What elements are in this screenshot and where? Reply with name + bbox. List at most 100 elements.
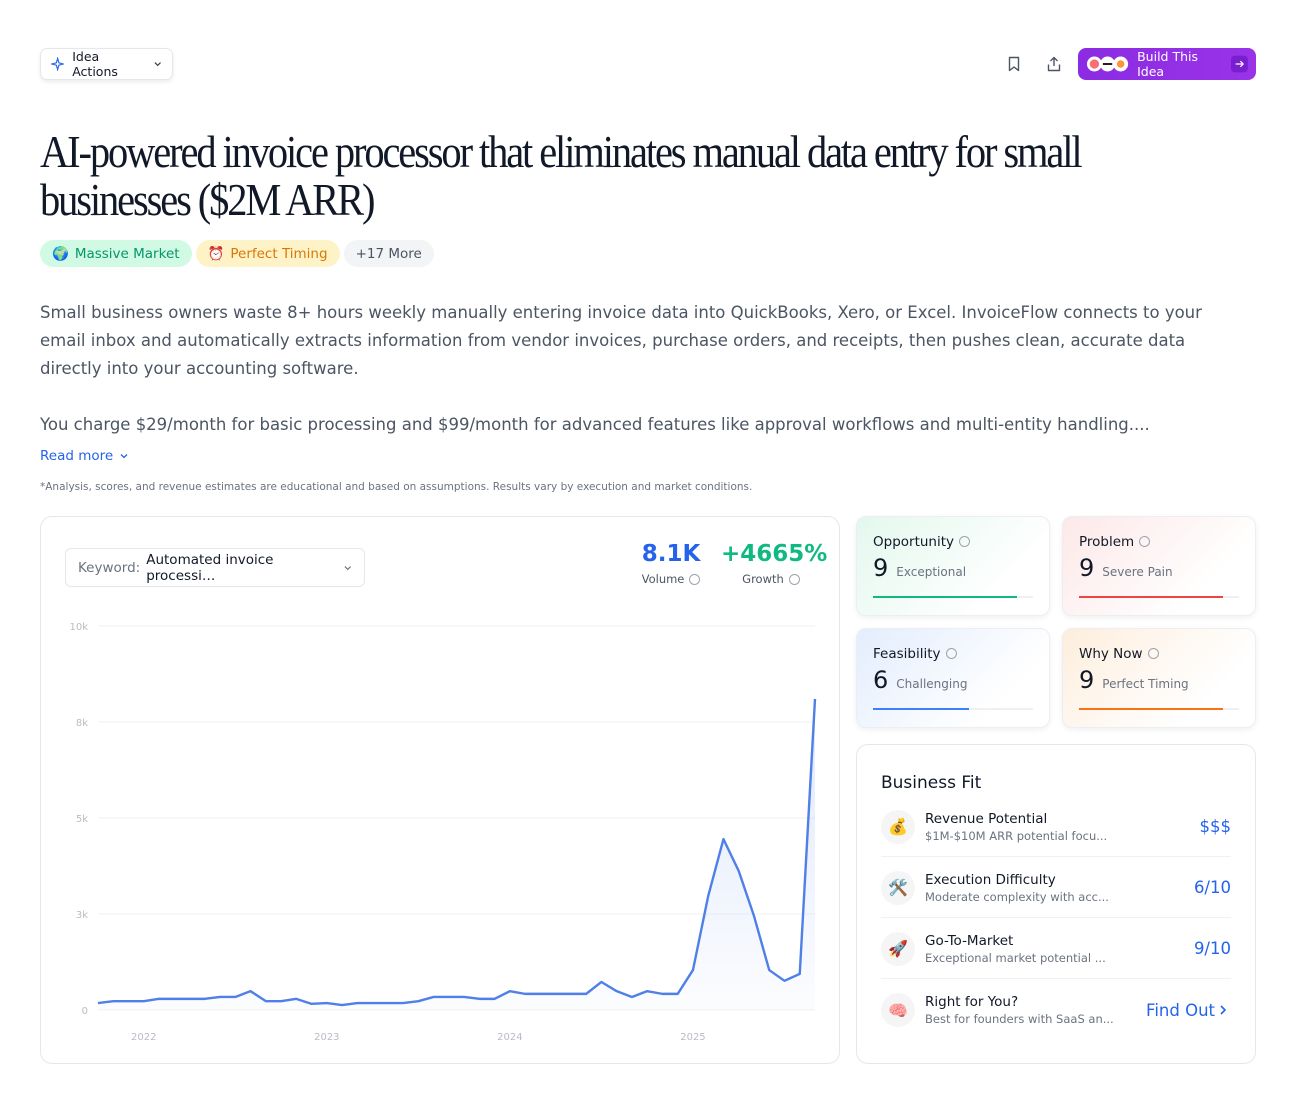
score-track (1079, 596, 1239, 598)
build-idea-label: Build This Idea (1137, 49, 1198, 79)
score-value-row: 6 Challenging (873, 666, 1033, 694)
tag-more[interactable]: +17 More (343, 240, 434, 267)
description-paragraph: Small business owners waste 8+ hours wee… (40, 303, 1202, 378)
build-idea-button[interactable]: Build This Idea (1078, 48, 1256, 80)
fit-label: Execution Difficulty (925, 871, 1056, 888)
sparkle-icon (51, 57, 65, 71)
score-label: Opportunity (873, 534, 955, 550)
score-label-row: Problem (1079, 531, 1239, 550)
fit-row: 🚀 Go-To-Market Exceptional market potentia… (881, 919, 1231, 979)
score-rating: Exceptional (896, 565, 967, 579)
score-track (873, 596, 1033, 598)
growth-value: +4665% (721, 541, 828, 567)
volume-label: Volume (641, 572, 685, 586)
share-button[interactable] (1045, 55, 1063, 73)
chevron-icon (1220, 1005, 1227, 1015)
fit-value: 9/10 (1193, 939, 1231, 958)
score-bar (1079, 596, 1223, 598)
info-icon[interactable] (1139, 536, 1151, 547)
info-icon[interactable] (1147, 648, 1159, 659)
growth-caption: Growth (721, 572, 821, 586)
volume-caption: Volume (631, 572, 711, 586)
score-card[interactable]: Problem 9 Severe Pain (1062, 516, 1256, 616)
x-tick-label: 2022 (131, 1032, 156, 1043)
y-tick-label: 10k (69, 622, 88, 633)
score-value-row: 9 Perfect Timing (1079, 666, 1239, 694)
fit-label: Go-To-Market (925, 932, 1014, 949)
score-bar (873, 708, 969, 710)
x-tick-label: 2024 (497, 1032, 522, 1043)
score-card[interactable]: Opportunity 9 Exceptional (856, 516, 1050, 616)
fit-icon: 🛠️ (881, 870, 915, 905)
y-tick-label: 3k (76, 910, 88, 921)
fit-text: Execution Difficulty Moderate complexity … (925, 872, 1109, 904)
fit-row: 💰 Revenue Potential $1M-$10M ARR potential… (881, 797, 1231, 857)
score-rating: Severe Pain (1102, 565, 1173, 579)
x-tick-label: 2025 (680, 1032, 705, 1043)
business-fit-card: Business Fit 💰 Revenue Potential $1M-$10M … (856, 744, 1256, 1064)
chevron-icon (154, 62, 161, 67)
info-icon[interactable] (959, 536, 971, 547)
bookmark-button[interactable] (1005, 55, 1023, 73)
trend-line (97, 698, 817, 1007)
y-tick-label: 8k (76, 718, 88, 729)
score-label: Problem (1079, 534, 1135, 550)
idea-actions-button[interactable]: Idea Actions (40, 48, 173, 80)
score-label-row: Feasibility (873, 643, 1033, 662)
fit-icon: 💰 (881, 809, 915, 844)
score-label-row: Opportunity (873, 531, 1033, 550)
fit-label: Right for You? (925, 994, 1019, 1010)
fit-row[interactable]: 🧠 Right for You? Best for founders with Sa… (881, 980, 1231, 1040)
fit-value: $$$ (1199, 817, 1232, 836)
score-value: 9 (1079, 666, 1095, 694)
fit-detail: Moderate complexity with acc... (925, 889, 1109, 904)
tag[interactable]: ⏰ Perfect Timing (195, 240, 340, 267)
tag[interactable]: 🌍 Massive Market (40, 240, 192, 267)
volume-stat: 8.1K Volume (631, 541, 711, 586)
score-value: 9 (873, 554, 889, 582)
tag-icon: 🌍 (52, 245, 69, 262)
arrow-icon (1231, 55, 1248, 73)
x-tick-label: 2023 (314, 1032, 339, 1043)
idea-actions-label: Idea Actions (72, 49, 118, 79)
tag-icon: ⏰ (207, 245, 225, 262)
tool-avatars (1086, 56, 1129, 72)
fit-value: Find Out (1146, 1000, 1215, 1020)
chevron-icon (344, 565, 351, 570)
score-track (873, 708, 1033, 710)
tag-label: Massive Market (74, 245, 180, 262)
score-label-row: Why Now (1079, 643, 1239, 662)
y-tick-label: 0 (82, 1006, 88, 1017)
keyword-select[interactable]: Keyword: Automated invoice processi… (65, 548, 365, 587)
score-card[interactable]: Feasibility 6 Challenging (856, 628, 1050, 728)
fit-detail: Best for founders with SaaS an... (925, 1012, 1114, 1026)
info-icon[interactable] (945, 648, 957, 659)
fit-detail: Exceptional market potential ... (925, 950, 1106, 965)
read-more-label: Read more (40, 448, 114, 464)
trend-card: Keyword: Automated invoice processi… 8.1… (40, 516, 840, 1064)
trend-area (98, 698, 815, 1010)
fit-value: 6/10 (1193, 878, 1231, 897)
chevron-icon (120, 454, 128, 459)
read-more-link[interactable]: Read more (40, 448, 129, 464)
score-label: Why Now (1079, 646, 1143, 662)
growth-label: Growth (742, 572, 784, 586)
tag-label: Perfect Timing (230, 245, 328, 262)
score-rating: Perfect Timing (1102, 677, 1189, 691)
info-icon[interactable] (689, 574, 701, 585)
disclaimer: *Analysis, scores, and revenue estimates… (40, 481, 753, 493)
info-icon[interactable] (788, 574, 800, 585)
score-card[interactable]: Why Now 9 Perfect Timing (1062, 628, 1256, 728)
description: Small business owners waste 8+ hours wee… (40, 299, 1245, 467)
keyword-value: Automated invoice processi… (146, 551, 274, 584)
fit-row: 🛠️ Execution Difficulty Moderate complexit… (881, 858, 1231, 918)
fit-text: Revenue Potential $1M-$10M ARR potential … (925, 811, 1107, 843)
tag-list: 🌍 Massive Market ⏰ Perfect Timing +17 More (40, 240, 438, 267)
business-fit-title: Business Fit (881, 773, 982, 793)
score-track (1079, 708, 1239, 710)
y-tick-label: 5k (76, 814, 88, 825)
fit-label: Revenue Potential (925, 810, 1048, 827)
tag-label: +17 More (355, 245, 422, 262)
trend-chart: 0 3k 5k 8k 10k 2022 2023 2024 2025 (69, 622, 817, 1043)
